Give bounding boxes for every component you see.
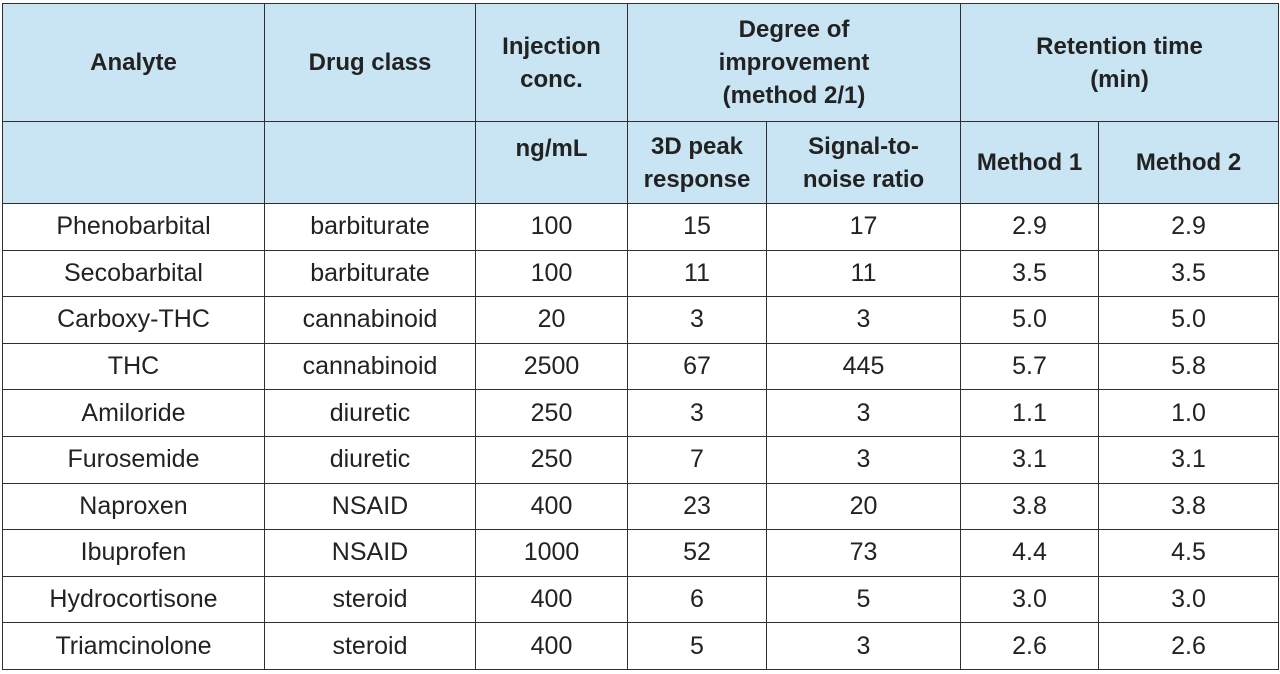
header-method-1: Method 1 (960, 121, 1100, 204)
header-row-1: Analyte Drug class Injection conc. Degre… (2, 3, 1280, 122)
cell-method-1: 1.1 (960, 389, 1100, 437)
header-unit: ng/mL (475, 121, 628, 204)
cell-signal-to-noise: 445 (765, 342, 962, 391)
cell-analyte: Naproxen (2, 482, 265, 531)
header-method-2: Method 2 (1098, 121, 1280, 204)
header-retention-time: Retention time (min) (960, 3, 1280, 122)
cell-drug-class: diuretic (264, 435, 476, 484)
header-3d-peak-response: 3D peak response (627, 121, 767, 204)
cell-method-1: 4.4 (960, 529, 1100, 577)
table-row: THC cannabinoid 2500 67 445 5.7 5.8 (2, 342, 1280, 391)
table-row: Naproxen NSAID 400 23 20 3.8 3.8 (2, 482, 1280, 531)
header-row-2: ng/mL 3D peak response Signal-to-noise r… (2, 121, 1280, 204)
cell-analyte: Furosemide (2, 435, 265, 484)
cell-method-1: 3.0 (960, 575, 1100, 624)
cell-injection-conc: 250 (475, 435, 628, 484)
cell-3d-peak-response: 52 (627, 529, 767, 577)
table-row: Ibuprofen NSAID 1000 52 73 4.4 4.5 (2, 529, 1280, 577)
cell-drug-class: barbiturate (264, 249, 476, 298)
header-analyte-sub (2, 121, 265, 204)
table-body: Phenobarbital barbiturate 100 15 17 2.9 … (2, 203, 1280, 670)
cell-injection-conc: 400 (475, 575, 628, 624)
cell-signal-to-noise: 3 (765, 435, 962, 484)
cell-3d-peak-response: 11 (627, 249, 767, 298)
cell-method-2: 2.9 (1098, 203, 1280, 251)
cell-drug-class: steroid (264, 575, 476, 624)
cell-drug-class: steroid (264, 622, 476, 670)
cell-injection-conc: 400 (475, 622, 628, 670)
cell-analyte: Hydrocortisone (2, 575, 265, 624)
header-analyte: Analyte (2, 3, 265, 122)
cell-3d-peak-response: 5 (627, 622, 767, 670)
cell-method-2: 1.0 (1098, 389, 1280, 437)
cell-analyte: Ibuprofen (2, 529, 265, 577)
cell-method-2: 3.5 (1098, 249, 1280, 298)
cell-drug-class: cannabinoid (264, 342, 476, 391)
header-drug-class-sub (264, 121, 476, 204)
cell-3d-peak-response: 15 (627, 203, 767, 251)
cell-method-2: 5.8 (1098, 342, 1280, 391)
cell-method-1: 3.5 (960, 249, 1100, 298)
table-row: Carboxy-THC cannabinoid 20 3 3 5.0 5.0 (2, 296, 1280, 344)
header-drug-class: Drug class (264, 3, 476, 122)
cell-method-1: 5.0 (960, 296, 1100, 344)
cell-3d-peak-response: 7 (627, 435, 767, 484)
cell-method-1: 2.9 (960, 203, 1100, 251)
cell-method-2: 3.8 (1098, 482, 1280, 531)
cell-method-1: 2.6 (960, 622, 1100, 670)
cell-drug-class: NSAID (264, 529, 476, 577)
cell-signal-to-noise: 3 (765, 296, 962, 344)
table-row: Phenobarbital barbiturate 100 15 17 2.9 … (2, 203, 1280, 251)
table-row: Amiloride diuretic 250 3 3 1.1 1.0 (2, 389, 1280, 437)
cell-method-2: 4.5 (1098, 529, 1280, 577)
cell-injection-conc: 100 (475, 203, 628, 251)
cell-injection-conc: 2500 (475, 342, 628, 391)
cell-injection-conc: 250 (475, 389, 628, 437)
table-row: Secobarbital barbiturate 100 11 11 3.5 3… (2, 249, 1280, 298)
cell-signal-to-noise: 73 (765, 529, 962, 577)
header-injection-conc: Injection conc. (475, 3, 628, 122)
cell-drug-class: NSAID (264, 482, 476, 531)
cell-method-1: 3.8 (960, 482, 1100, 531)
cell-method-2: 3.0 (1098, 575, 1280, 624)
cell-method-2: 3.1 (1098, 435, 1280, 484)
cell-signal-to-noise: 20 (765, 482, 962, 531)
cell-3d-peak-response: 6 (627, 575, 767, 624)
cell-method-1: 3.1 (960, 435, 1100, 484)
cell-analyte: Phenobarbital (2, 203, 265, 251)
cell-drug-class: diuretic (264, 389, 476, 437)
cell-analyte: Secobarbital (2, 249, 265, 298)
cell-drug-class: cannabinoid (264, 296, 476, 344)
table-row: Triamcinolone steroid 400 5 3 2.6 2.6 (2, 622, 1280, 670)
cell-injection-conc: 1000 (475, 529, 628, 577)
cell-signal-to-noise: 3 (765, 622, 962, 670)
header-degree-of-improvement: Degree of improvement (method 2/1) (626, 3, 962, 122)
cell-injection-conc: 100 (475, 249, 628, 298)
cell-analyte: Triamcinolone (2, 622, 265, 670)
header-signal-to-noise: Signal-to-noise ratio (765, 121, 962, 204)
cell-3d-peak-response: 3 (627, 389, 767, 437)
cell-3d-peak-response: 3 (627, 296, 767, 344)
cell-signal-to-noise: 3 (765, 389, 962, 437)
cell-method-2: 5.0 (1098, 296, 1280, 344)
cell-method-2: 2.6 (1098, 622, 1280, 670)
cell-signal-to-noise: 17 (765, 203, 962, 251)
cell-analyte: Amiloride (2, 389, 265, 437)
cell-signal-to-noise: 11 (765, 249, 962, 298)
results-table: Analyte Drug class Injection conc. Degre… (2, 3, 1280, 670)
cell-analyte: Carboxy-THC (2, 296, 265, 344)
cell-injection-conc: 400 (475, 482, 628, 531)
table-row: Hydrocortisone steroid 400 6 5 3.0 3.0 (2, 575, 1280, 624)
cell-signal-to-noise: 5 (765, 575, 962, 624)
cell-analyte: THC (2, 342, 265, 391)
cell-injection-conc: 20 (475, 296, 628, 344)
table-header: Analyte Drug class Injection conc. Degre… (2, 3, 1280, 204)
table-row: Furosemide diuretic 250 7 3 3.1 3.1 (2, 435, 1280, 484)
cell-3d-peak-response: 67 (627, 342, 767, 391)
cell-method-1: 5.7 (960, 342, 1100, 391)
cell-drug-class: barbiturate (264, 203, 476, 251)
table-wrapper: Analyte Drug class Injection conc. Degre… (2, 3, 1280, 670)
cell-3d-peak-response: 23 (627, 482, 767, 531)
